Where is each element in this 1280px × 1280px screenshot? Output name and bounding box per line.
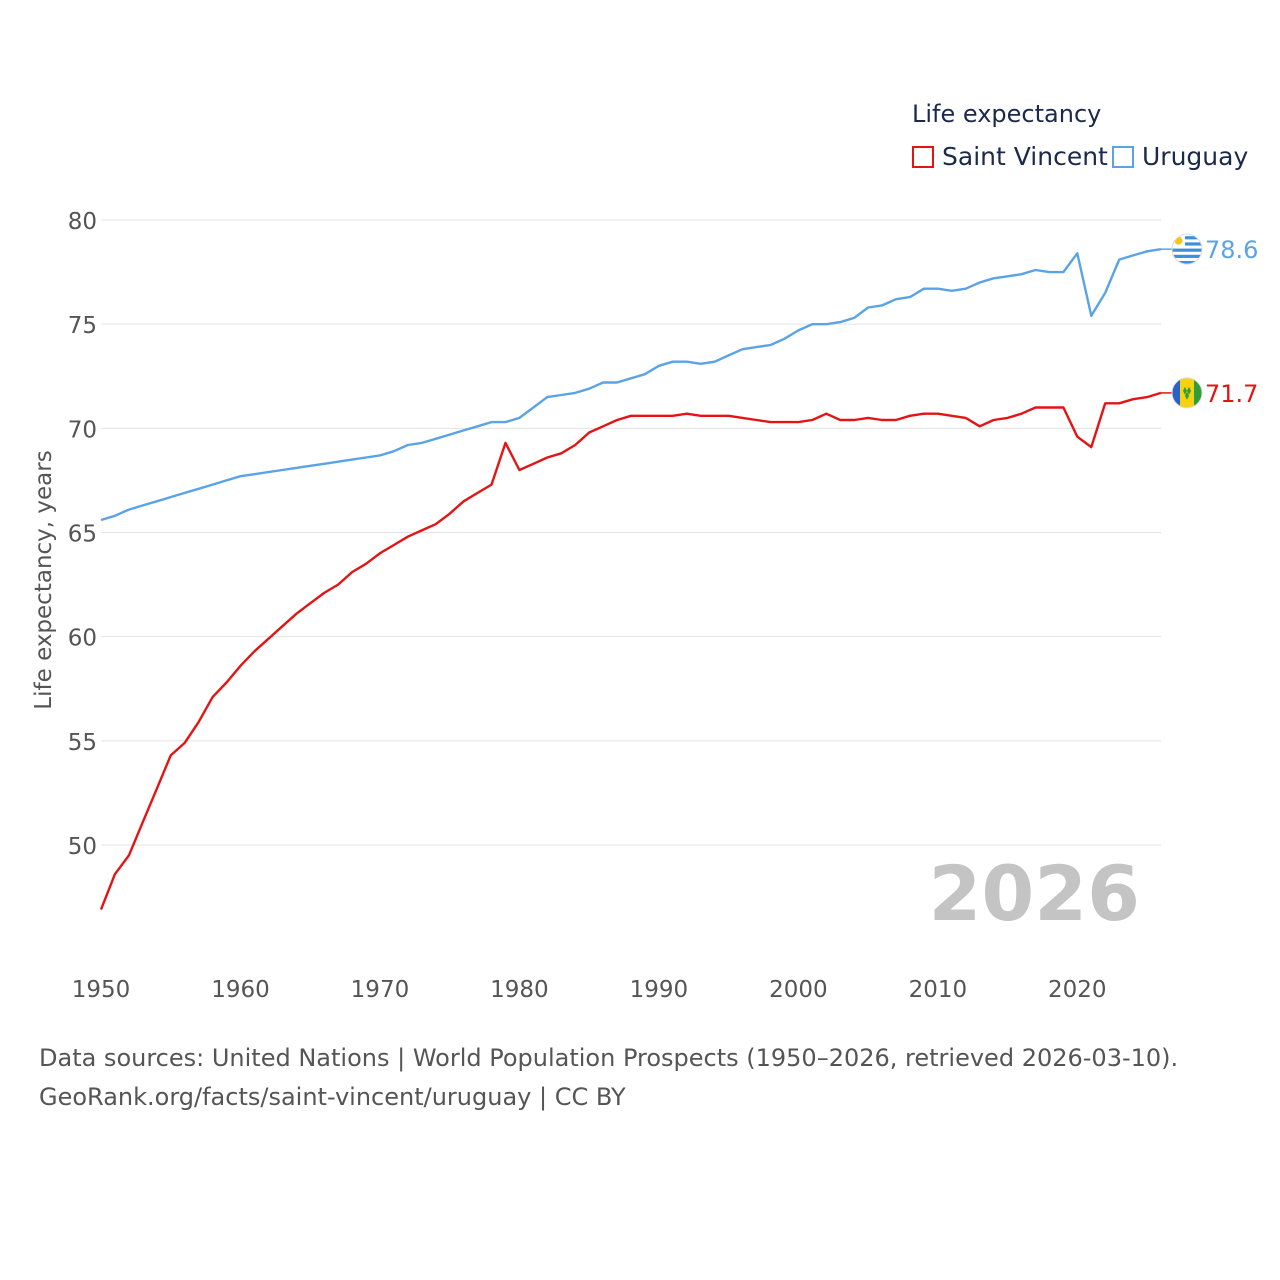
legend-item-uruguay[interactable]: Uruguay bbox=[1112, 142, 1248, 171]
x-tick-label: 2020 bbox=[1048, 977, 1107, 1003]
y-tick-label: 65 bbox=[68, 522, 97, 548]
x-tick-label: 1990 bbox=[630, 977, 689, 1003]
y-tick-label: 70 bbox=[68, 417, 97, 443]
legend-label-uruguay: Uruguay bbox=[1142, 142, 1249, 171]
x-tick-label: 2010 bbox=[909, 977, 968, 1003]
saint-vincent-flag-icon bbox=[1171, 377, 1203, 409]
footer-sources: Data sources: United Nations | World Pop… bbox=[39, 1044, 1179, 1072]
x-tick-label: 1970 bbox=[351, 977, 410, 1003]
legend-swatch-saint-vincent bbox=[912, 145, 934, 168]
y-tick-label: 80 bbox=[68, 209, 97, 235]
series-line-uruguay bbox=[100, 248, 1162, 522]
series-end-markers: 71.7 78.6 bbox=[1161, 233, 1258, 409]
end-value-label-saint-vincent: 71.7 bbox=[1205, 380, 1258, 408]
footer-attribution[interactable]: GeoRank.org/facts/saint-vincent/uruguay … bbox=[39, 1083, 626, 1111]
y-tick-label: 55 bbox=[68, 730, 97, 756]
y-tick-label: 75 bbox=[68, 313, 97, 339]
x-axis-ticks: 1950 1960 1970 1980 1990 2000 2010 2020 bbox=[72, 977, 1107, 1003]
x-tick-label: 1980 bbox=[490, 977, 549, 1003]
grid-lines bbox=[101, 219, 1161, 846]
end-value-label-uruguay: 78.6 bbox=[1205, 236, 1258, 264]
y-axis-label: Life expectancy, years bbox=[31, 450, 57, 709]
year-watermark: 2026 bbox=[928, 849, 1140, 938]
x-tick-label: 2000 bbox=[769, 977, 828, 1003]
y-axis-ticks: 50 55 60 65 70 75 80 bbox=[68, 209, 97, 860]
y-tick-label: 50 bbox=[68, 834, 97, 860]
x-tick-label: 1960 bbox=[211, 977, 270, 1003]
series-lines bbox=[99, 248, 1162, 911]
legend-swatch-uruguay bbox=[1112, 145, 1134, 168]
series-line-saint-vincent bbox=[99, 391, 1162, 911]
uruguay-flag-icon bbox=[1171, 233, 1203, 265]
legend-title: Life expectancy bbox=[912, 100, 1102, 128]
y-tick-label: 60 bbox=[68, 626, 97, 652]
x-tick-label: 1950 bbox=[72, 977, 131, 1003]
legend-item-saint-vincent[interactable]: Saint Vincent bbox=[912, 142, 1108, 171]
legend-label-saint-vincent: Saint Vincent bbox=[942, 142, 1108, 171]
